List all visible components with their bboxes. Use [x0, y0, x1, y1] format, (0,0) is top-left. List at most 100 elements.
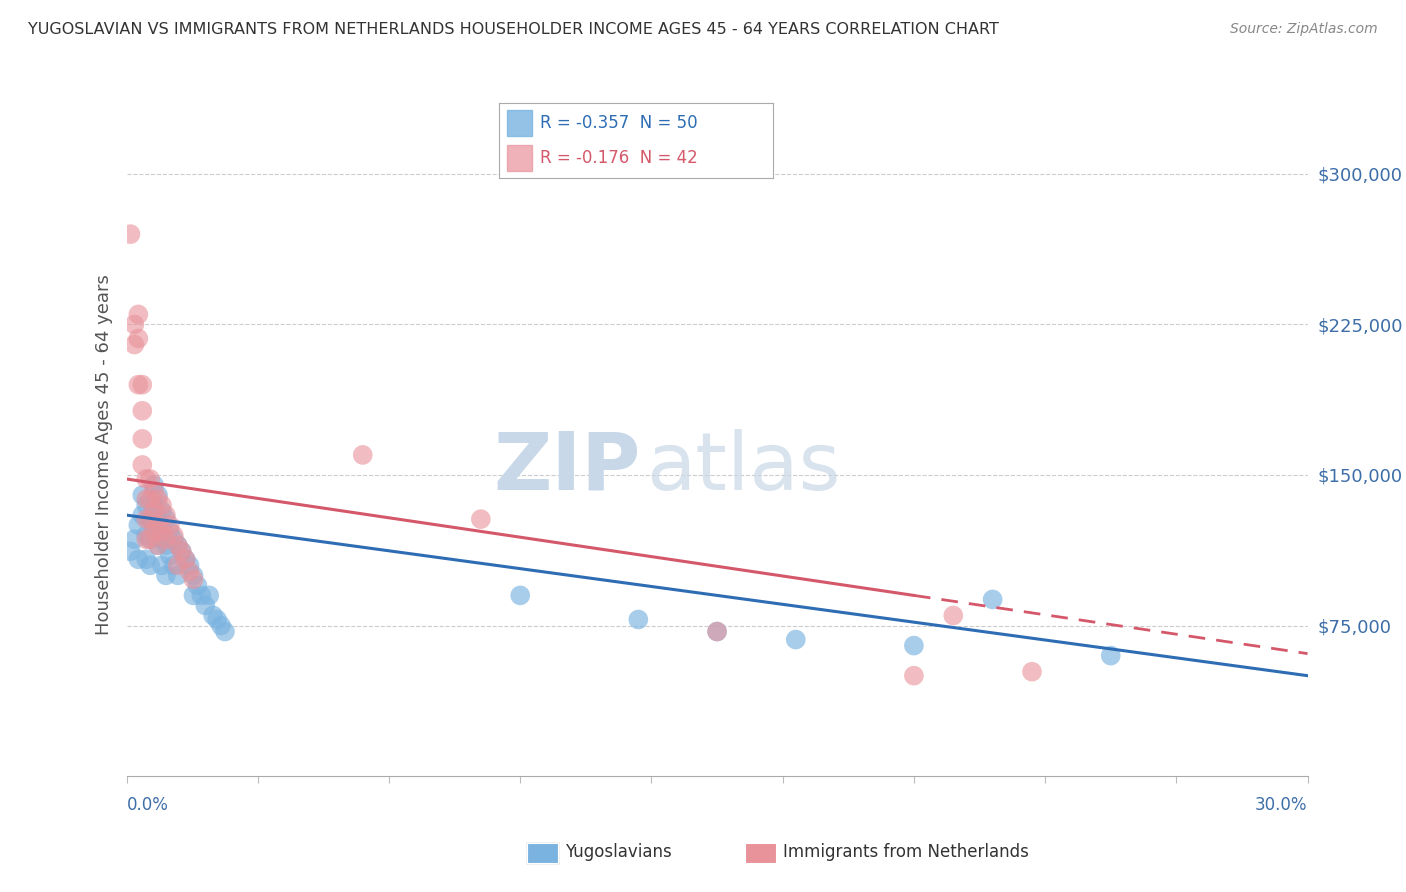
- Point: [903, 669, 925, 683]
- Point: [150, 504, 173, 518]
- Point: [163, 532, 186, 546]
- Point: [139, 472, 162, 486]
- Point: [139, 532, 162, 546]
- Point: [155, 532, 177, 546]
- Point: [131, 458, 153, 472]
- Point: [146, 492, 169, 507]
- Point: [127, 518, 149, 533]
- Point: [209, 618, 232, 632]
- Point: [166, 568, 188, 582]
- Point: [163, 528, 186, 542]
- Point: [127, 377, 149, 392]
- Point: [163, 558, 186, 573]
- Point: [150, 558, 173, 573]
- Point: [509, 589, 531, 603]
- Point: [706, 624, 728, 639]
- Point: [135, 492, 157, 507]
- Point: [139, 558, 162, 573]
- Text: ZIP: ZIP: [494, 429, 640, 507]
- Point: [131, 377, 153, 392]
- Point: [131, 404, 153, 418]
- Point: [124, 532, 146, 546]
- Point: [127, 552, 149, 566]
- Point: [942, 608, 965, 623]
- Point: [146, 518, 169, 533]
- Point: [124, 318, 146, 332]
- Point: [706, 624, 728, 639]
- Point: [131, 508, 153, 523]
- Point: [139, 532, 162, 546]
- Point: [135, 472, 157, 486]
- Text: R = -0.357  N = 50: R = -0.357 N = 50: [540, 114, 697, 132]
- Point: [146, 538, 169, 552]
- Point: [124, 337, 146, 351]
- Point: [146, 512, 169, 526]
- Point: [183, 568, 205, 582]
- Point: [143, 528, 166, 542]
- Point: [170, 544, 193, 558]
- Point: [120, 544, 142, 558]
- Text: Yugoslavians: Yugoslavians: [565, 843, 672, 861]
- Point: [183, 589, 205, 603]
- Point: [1099, 648, 1122, 663]
- Point: [155, 512, 177, 526]
- Point: [135, 512, 157, 526]
- Point: [150, 524, 173, 539]
- Text: R = -0.176  N = 42: R = -0.176 N = 42: [540, 149, 697, 167]
- Text: 0.0%: 0.0%: [127, 796, 169, 814]
- Point: [352, 448, 374, 462]
- Point: [143, 504, 166, 518]
- Point: [120, 227, 142, 242]
- Point: [135, 552, 157, 566]
- Point: [143, 498, 166, 512]
- Point: [143, 483, 166, 498]
- Text: 30.0%: 30.0%: [1256, 796, 1308, 814]
- Text: Source: ZipAtlas.com: Source: ZipAtlas.com: [1230, 22, 1378, 37]
- Point: [174, 552, 197, 566]
- Point: [903, 639, 925, 653]
- Point: [143, 524, 166, 539]
- Point: [155, 508, 177, 523]
- Point: [166, 538, 188, 552]
- Point: [186, 578, 208, 592]
- Point: [166, 538, 188, 552]
- Point: [143, 478, 166, 492]
- Point: [131, 488, 153, 502]
- Point: [159, 518, 181, 533]
- Point: [131, 432, 153, 446]
- Point: [159, 524, 181, 539]
- Point: [150, 532, 173, 546]
- Point: [170, 544, 193, 558]
- Point: [127, 307, 149, 322]
- Point: [139, 492, 162, 507]
- Point: [179, 565, 201, 579]
- Bar: [508, 111, 531, 136]
- Point: [981, 592, 1004, 607]
- Point: [194, 599, 217, 613]
- Bar: [508, 145, 531, 171]
- Point: [159, 548, 181, 563]
- Point: [150, 498, 173, 512]
- Point: [155, 568, 177, 582]
- Point: [127, 332, 149, 346]
- Point: [183, 573, 205, 587]
- Point: [174, 552, 197, 566]
- Point: [155, 538, 177, 552]
- Point: [135, 498, 157, 512]
- Text: Immigrants from Netherlands: Immigrants from Netherlands: [783, 843, 1029, 861]
- Y-axis label: Householder Income Ages 45 - 64 years: Householder Income Ages 45 - 64 years: [94, 275, 112, 635]
- Point: [190, 589, 212, 603]
- Point: [202, 608, 225, 623]
- Point: [205, 613, 228, 627]
- Point: [179, 558, 201, 573]
- Point: [627, 613, 650, 627]
- Point: [214, 624, 236, 639]
- Point: [139, 512, 162, 526]
- Point: [1021, 665, 1043, 679]
- Text: atlas: atlas: [647, 429, 841, 507]
- Point: [470, 512, 492, 526]
- Point: [146, 538, 169, 552]
- Point: [139, 512, 162, 526]
- Point: [166, 558, 188, 573]
- Text: YUGOSLAVIAN VS IMMIGRANTS FROM NETHERLANDS HOUSEHOLDER INCOME AGES 45 - 64 YEARS: YUGOSLAVIAN VS IMMIGRANTS FROM NETHERLAN…: [28, 22, 1000, 37]
